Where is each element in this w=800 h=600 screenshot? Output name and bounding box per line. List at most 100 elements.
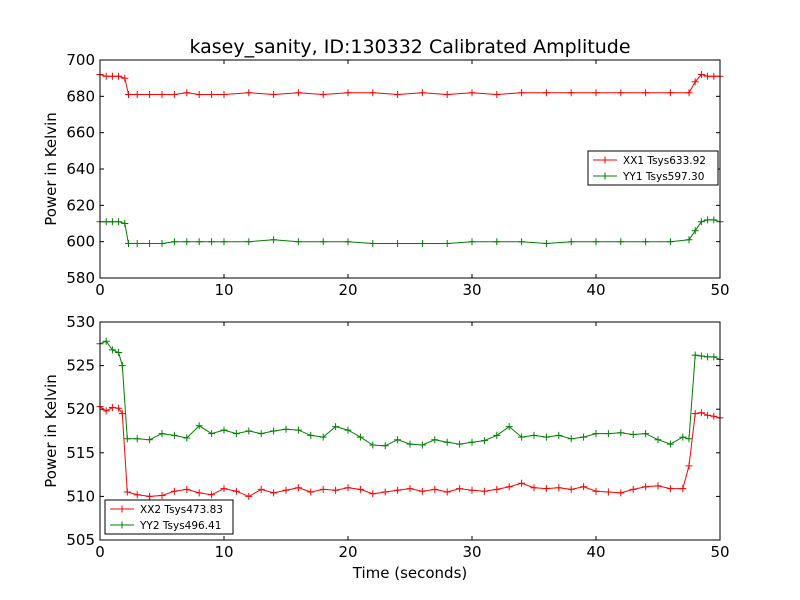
y-tick-label: 640 [66,160,95,178]
data-point [406,440,414,448]
data-point [115,218,123,226]
data-point [220,485,228,493]
data-point [666,89,674,97]
axes-frame [99,321,721,541]
y-tick-label: 530 [66,313,95,331]
bottom-panel: 0 10 20 30 40 50 505 510 515 520 525 530 Power in Ke… [42,313,730,582]
data-point [245,492,253,500]
data-point [270,489,278,497]
y-tick-label: 600 [66,233,95,251]
data-point [666,485,674,493]
data-point [294,238,302,246]
data-point [542,89,550,97]
data-point [629,431,637,438]
data-point [108,72,116,80]
data-point [629,485,637,493]
data-point [183,485,191,493]
data-point [394,486,402,494]
data-point [691,351,699,359]
data-point [710,353,718,361]
data-point [580,433,588,441]
data-point [697,409,705,417]
data-point [493,91,501,98]
data-point [245,238,253,246]
x-tick-label: 10 [214,281,233,299]
data-point [220,238,228,246]
data-point [332,423,340,431]
data-point [604,488,612,496]
data-point [381,442,389,450]
y-tick-label: 505 [66,531,95,549]
data-point [319,238,327,246]
data-point [685,236,693,244]
data-point [133,91,141,98]
data-point [555,431,563,439]
data-point [369,240,377,247]
data-point [443,91,451,98]
data-point [456,440,464,448]
data-point [443,488,451,496]
y-tick-label: 525 [66,357,95,375]
data-point [704,72,712,80]
data-point [530,484,538,492]
x-tick-label: 40 [586,543,605,561]
x-tick-label: 50 [710,281,729,299]
data-point [125,91,132,98]
data-point [443,438,451,446]
data-point [691,227,699,235]
data-point [704,216,712,224]
data-point [108,218,116,226]
data-point [183,434,191,442]
series-yy1 [96,216,724,247]
data-point [102,218,110,226]
data-point [369,490,377,498]
data-point [195,238,203,246]
data-point [245,89,253,97]
data-point [697,352,705,360]
data-point [245,427,253,435]
data-point [294,484,302,492]
y-tick-label: 515 [66,444,95,462]
data-point [704,411,712,419]
data-point [394,91,402,98]
series-line [99,406,721,497]
data-point [183,238,191,246]
data-point [468,238,476,246]
data-point [270,91,278,98]
top-panel: 0 10 20 30 40 50 580 600 620 640 660 680 700 Power in… [42,51,730,299]
data-point [468,438,476,446]
series-line [99,340,721,447]
data-point [208,491,216,499]
data-point [356,433,364,441]
data-point [406,485,414,493]
data-point [505,423,513,431]
data-point [468,486,476,494]
data-point [642,238,650,246]
x-tick-label: 30 [462,543,481,561]
data-point [115,72,123,80]
data-point [220,426,228,434]
y-tick-label: 660 [66,124,95,142]
data-point [710,216,718,224]
series-xx1 [96,71,724,98]
data-point [121,74,129,82]
y-tick-label: 680 [66,87,95,105]
data-point [480,487,488,495]
data-point [257,430,265,438]
data-point [102,72,110,80]
data-point [592,238,600,246]
data-point [118,410,126,418]
data-point [319,91,327,98]
data-point [146,91,154,98]
data-point [307,431,315,439]
data-point [592,487,600,495]
x-tick-label: 40 [586,281,605,299]
data-point [294,426,302,434]
data-point [319,485,327,493]
legend-marker [601,156,609,164]
data-point [567,238,575,246]
data-point [493,485,501,493]
data-point [208,238,216,246]
data-point [567,485,575,493]
